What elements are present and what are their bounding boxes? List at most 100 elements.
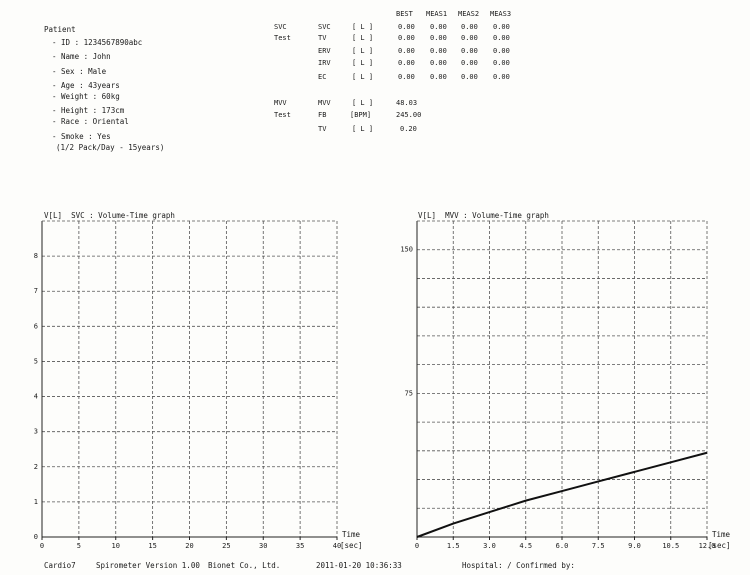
patient-sex: - Sex : Male bbox=[52, 66, 107, 76]
mvv-time-unit: [sec] bbox=[708, 541, 731, 550]
mvv-y-tick-label: 75 bbox=[405, 389, 413, 397]
mvv-row-param: MVV bbox=[318, 99, 331, 107]
footer-hospital: Hospital: / Confirmed by: bbox=[462, 561, 575, 570]
svc-group-label-test: Test bbox=[274, 34, 291, 42]
mvv-series-line bbox=[416, 451, 708, 538]
mvv-group-label: MVV bbox=[274, 99, 287, 107]
tv-row-meas3: 0.00 bbox=[493, 34, 510, 42]
patient-age: - Age : 43years bbox=[52, 80, 120, 90]
fb-row-unit: [BPM] bbox=[350, 111, 372, 119]
svc-x-tick-label: 35 bbox=[296, 542, 304, 550]
erv-row-unit: [ L ] bbox=[352, 47, 374, 55]
irv-row-meas1: 0.00 bbox=[430, 59, 447, 67]
erv-row-meas1: 0.00 bbox=[430, 47, 447, 55]
mvv-tv-row-value: 0.20 bbox=[400, 125, 417, 133]
mvv-tv-row-unit: [ L ] bbox=[352, 125, 374, 133]
svc-group-label: SVC bbox=[274, 23, 287, 31]
mvv-x-tick-label: 9.0 bbox=[628, 542, 641, 550]
svc-x-tick-label: 15 bbox=[148, 542, 156, 550]
patient-info: Patient - ID : 1234567890abc - Name : Jo… bbox=[44, 24, 164, 153]
svc-y-tick-label: 7 bbox=[34, 287, 38, 295]
irv-row-best: 0.00 bbox=[398, 59, 415, 67]
patient-id: - ID : 1234567890abc bbox=[52, 38, 143, 48]
svc-y-tick-label: 6 bbox=[34, 322, 38, 330]
svc-y-tick-label: 5 bbox=[34, 357, 38, 365]
patient-smoke-detail: (1/2 Pack/Day - 15years) bbox=[56, 142, 165, 152]
svc-x-tick-label: 40 bbox=[333, 542, 341, 550]
svc-y-tick-label: 1 bbox=[34, 498, 38, 506]
patient-race: - Race : Oriental bbox=[52, 117, 129, 127]
patient-smoke: - Smoke : Yes bbox=[52, 131, 111, 141]
tv-row-unit: [ L ] bbox=[352, 34, 374, 42]
ec-row-meas3: 0.00 bbox=[493, 73, 510, 81]
mvv-x-tick-label: 6.0 bbox=[556, 542, 569, 550]
col-header-meas3: MEAS3 bbox=[490, 10, 512, 18]
ec-row-meas1: 0.00 bbox=[430, 73, 447, 81]
ec-row-best: 0.00 bbox=[398, 73, 415, 81]
svc-row-best: 0.00 bbox=[398, 23, 415, 31]
mvv-x-tick-label: 12.0 bbox=[699, 542, 716, 550]
erv-row-meas3: 0.00 bbox=[493, 47, 510, 55]
erv-row-param: ERV bbox=[318, 47, 331, 55]
svc-row-meas3: 0.00 bbox=[493, 23, 510, 31]
svc-time-unit: [sec] bbox=[340, 541, 363, 550]
svc-row-unit: [ L ] bbox=[352, 23, 374, 31]
svc-row-meas2: 0.00 bbox=[461, 23, 478, 31]
mvv-x-tick-label: 1.5 bbox=[447, 542, 460, 550]
patient-name: - Name : John bbox=[52, 52, 111, 62]
mvv-x-tick-label: 0 bbox=[415, 542, 419, 550]
mvv-group-label-test: Test bbox=[274, 111, 291, 119]
mvv-row-unit: [ L ] bbox=[352, 99, 374, 107]
patient-header: Patient bbox=[44, 25, 76, 34]
ec-row-param: EC bbox=[318, 73, 327, 81]
patient-weight: - Weight : 60kg bbox=[52, 92, 120, 102]
tv-row-best: 0.00 bbox=[398, 34, 415, 42]
mvv-x-tick-label: 10.5 bbox=[662, 542, 679, 550]
svc-y-tick-label: 4 bbox=[34, 393, 38, 401]
erv-row-best: 0.00 bbox=[398, 47, 415, 55]
footer-datetime: 2011-01-20 10:36:33 bbox=[316, 561, 402, 570]
mvv-x-tick-label: 4.5 bbox=[519, 542, 532, 550]
erv-row-meas2: 0.00 bbox=[461, 47, 478, 55]
mvv-x-tick-label: 3.0 bbox=[483, 542, 496, 550]
irv-row-param: IRV bbox=[318, 59, 331, 67]
fb-row-param: FB bbox=[318, 111, 327, 119]
footer-software: Spirometer Version 1.00 bbox=[96, 561, 200, 570]
svc-graph-title: V[L] SVC : Volume-Time graph bbox=[44, 211, 175, 220]
mvv-time-label: Time bbox=[712, 530, 731, 539]
mvv-x-tick-label: 7.5 bbox=[592, 542, 605, 550]
mvv-graph-title: V[L] MVV : Volume-Time graph bbox=[418, 211, 549, 220]
irv-row-unit: [ L ] bbox=[352, 59, 374, 67]
svc-y-tick-label: 8 bbox=[34, 252, 38, 260]
ec-row-meas2: 0.00 bbox=[461, 73, 478, 81]
tv-row-meas2: 0.00 bbox=[461, 34, 478, 42]
patient-height: - Height : 173cm bbox=[52, 106, 125, 116]
svc-x-tick-label: 0 bbox=[40, 542, 44, 550]
svc-row-meas1: 0.00 bbox=[430, 23, 447, 31]
tv-row-meas1: 0.00 bbox=[430, 34, 447, 42]
fb-row-value: 245.00 bbox=[396, 111, 422, 119]
col-header-meas2: MEAS2 bbox=[458, 10, 480, 18]
ec-row-unit: [ L ] bbox=[352, 73, 374, 81]
svc-x-tick-label: 25 bbox=[222, 542, 230, 550]
svc-x-tick-label: 20 bbox=[185, 542, 193, 550]
svc-row-param: SVC bbox=[318, 23, 331, 31]
svc-time-label: Time bbox=[342, 530, 361, 539]
irv-row-meas2: 0.00 bbox=[461, 59, 478, 67]
mvv-row-value: 48.03 bbox=[396, 99, 418, 107]
mvv-y-tick-label: 150 bbox=[400, 246, 413, 254]
svc-y-tick-label: 3 bbox=[34, 428, 38, 436]
footer-company: Bionet Co., Ltd. bbox=[208, 561, 281, 570]
col-header-meas1: MEAS1 bbox=[426, 10, 448, 18]
svc-x-tick-label: 10 bbox=[112, 542, 120, 550]
col-header-best: BEST bbox=[396, 10, 413, 18]
mvv-tv-row-param: TV bbox=[318, 125, 327, 133]
svc-y-tick-label: 2 bbox=[34, 463, 38, 471]
footer-device: Cardio7 bbox=[44, 561, 76, 570]
irv-row-meas3: 0.00 bbox=[493, 59, 510, 67]
svc-x-tick-label: 5 bbox=[77, 542, 81, 550]
tv-row-param: TV bbox=[318, 34, 327, 42]
svc-y-tick-label: 0 bbox=[34, 533, 38, 541]
